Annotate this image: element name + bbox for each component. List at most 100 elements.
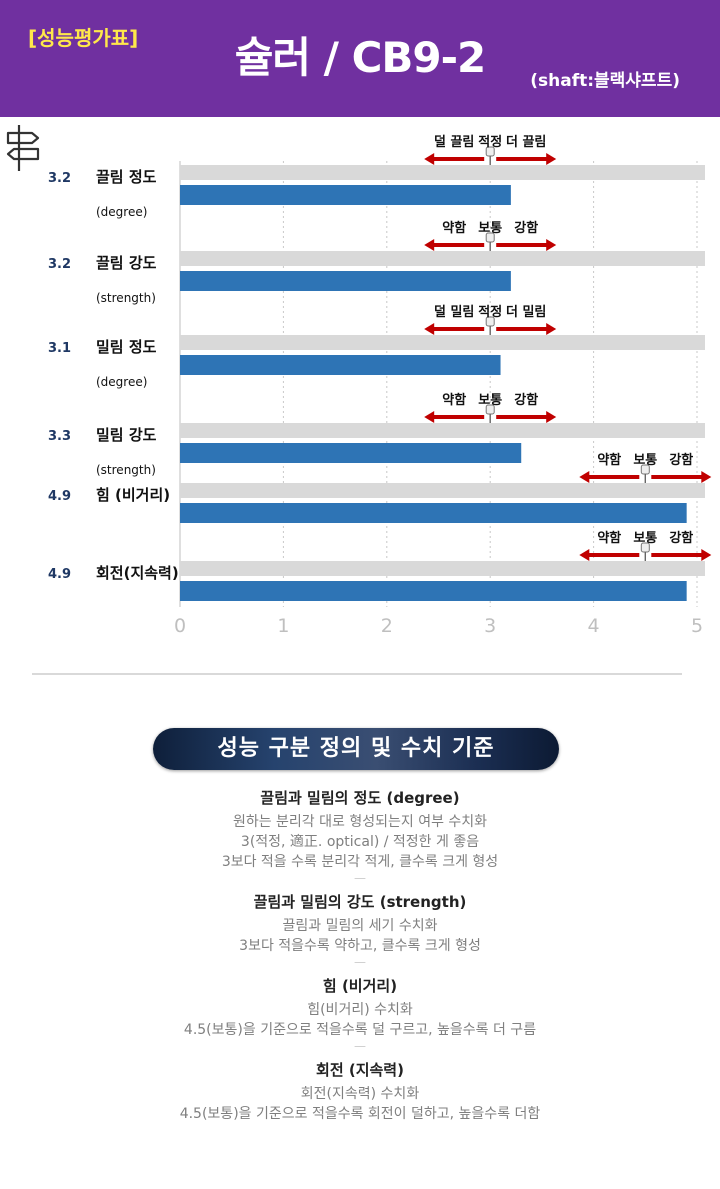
definition-heading: 힘 (비거리) [322,977,398,995]
pushpin-icon [640,464,650,483]
pushpin-icon [485,316,495,335]
right-arrow-head [546,153,557,165]
data-bar [180,503,687,523]
legend-left-label: 덜 끌림 [434,134,474,150]
legend-right-label: 강함 [514,220,538,236]
left-arrow-head [579,549,590,561]
category-label: 끌림 정도 [96,168,157,186]
category-label: 힘 (비거리) [96,486,170,504]
definition-line: 끌림과 밀림의 세기 수치화 [282,918,438,934]
pushpin-icon [640,542,650,561]
legend-right-label: 강함 [669,452,693,468]
definition-heading: 회전 (지속력) [316,1061,404,1079]
legend-left-label: 약함 [442,220,466,236]
signpost-icon [6,125,40,171]
pushpin-icon [485,404,495,423]
legend-mid-label: 보통 [633,531,657,546]
definitions-banner: 성능 구분 정의 및 수치 기준 [153,728,559,770]
section-divider [32,673,682,675]
score-value: 4.9 [48,489,71,504]
legend-left-label: 약함 [597,530,621,546]
score-value: 3.2 [48,257,71,272]
definition-separator: — [354,871,366,885]
definition-line: 3보다 적을 수록 분리각 적게, 클수록 크게 형성 [221,854,499,870]
x-tick-label: 4 [588,615,600,637]
score-value: 3.1 [48,341,71,356]
score-value: 4.9 [48,567,71,582]
legend-left-label: 덜 밀림 [434,304,474,320]
data-bar [180,271,511,291]
right-arrow-head [546,239,557,251]
x-tick-label: 2 [381,615,393,637]
definition-line: 회전(지속력) 수치화 [300,1086,420,1102]
definition-block: 끌림과 밀림의 강도 (strength) 끌림과 밀림의 세기 수치화 3보다 적… [0,892,720,968]
header-tag: [성능평가표] [28,26,139,50]
category-label: 밀림 정도 [96,338,157,356]
data-bar [180,581,687,601]
page-title: 슐러 / CB9-2 [234,33,487,82]
legend-mid-label: 적정 [478,134,502,150]
definition-block: 힘 (비거리) 힘(비거리) 수치화 4.5(보통)을 기준으로 적을수록 덜 구르… [0,976,720,1052]
right-arrow-head [546,323,557,335]
legend-group: 덜 밀림 적정 더 밀림 [424,304,557,335]
pushpin-icon [485,232,495,251]
definitions-list: 끌림과 밀림의 정도 (degree) 원하는 분리각 대로 형성되는지 여부 수… [0,788,720,1132]
definition-line: 원하는 분리각 대로 형성되는지 여부 수치화 [232,814,488,830]
definition-line: 힘(비거리) 수치화 [307,1002,413,1018]
definition-separator: — [354,955,366,969]
left-arrow-head [424,323,435,335]
x-tick-label: 5 [691,615,703,637]
definition-block: 끌림과 밀림의 정도 (degree) 원하는 분리각 대로 형성되는지 여부 수… [0,788,720,884]
category-label: 밀림 강도 [96,426,157,444]
left-arrow-head [579,471,590,483]
legend-left-label: 약함 [442,392,466,408]
definition-block: 회전 (지속력) 회전(지속력) 수치화 4.5(보통)을 기준으로 적을수록 회전… [0,1060,720,1124]
legend-right-label: 더 끌림 [506,134,546,150]
category-label: 끌림 강도 [96,254,157,272]
right-arrow-head [701,549,712,561]
left-arrow-head [424,411,435,423]
definition-line: 3(적정, 適正. optical) / 적정한 게 좋음 [240,834,480,850]
definition-heading: 끌림과 밀림의 정도 (degree) [260,789,460,807]
bar-track [180,251,705,266]
right-arrow-head [701,471,712,483]
header-banner: [성능평가표] 슐러 / CB9-2 (shaft:블랙샤프트) [0,0,720,117]
x-tick-label: 0 [174,615,186,637]
definition-separator: — [354,1039,366,1053]
left-arrow-head [424,153,435,165]
x-tick-label: 3 [484,615,496,637]
legend-group: 약함 보통 강함 [579,452,712,483]
bar-track [180,335,705,350]
data-bar [180,185,511,205]
score-value: 3.3 [48,429,71,444]
x-tick-label: 1 [277,615,289,637]
shaft-subtitle: (shaft:블랙샤프트) [530,71,680,91]
legend-group: 약함 보통 강함 [424,220,557,251]
left-arrow-head [424,239,435,251]
category-sublabel: (strength) [96,291,156,305]
legend-group: 덜 끌림 적정 더 끌림 [424,134,557,165]
pushpin-icon [485,146,495,165]
bar-track [180,423,705,438]
bar-track [180,165,705,180]
legend-left-label: 약함 [597,452,621,468]
data-bar [180,355,501,375]
legend-group: 약함 보통 강함 [424,392,557,423]
right-arrow-head [546,411,557,423]
legend-group: 약함 보통 강함 [579,530,712,561]
legend-right-label: 강함 [514,392,538,408]
legend-mid-label: 보통 [478,393,502,408]
category-label: 회전(지속력) [96,564,179,582]
legend-mid-label: 적정 [478,304,502,320]
definition-line: 4.5(보통)을 기준으로 적을수록 덜 구르고, 높을수록 더 구름 [183,1022,537,1038]
score-value: 3.2 [48,171,71,186]
category-sublabel: (strength) [96,463,156,477]
data-bar [180,443,522,463]
category-sublabel: (degree) [96,205,147,219]
category-sublabel: (degree) [96,375,147,389]
definition-heading: 끌림과 밀림의 강도 (strength) [253,893,467,911]
definition-line: 4.5(보통)을 기준으로 적을수록 회전이 덜하고, 높을수록 더함 [179,1106,541,1122]
bar-track [180,483,705,498]
legend-right-label: 더 밀림 [506,304,546,320]
